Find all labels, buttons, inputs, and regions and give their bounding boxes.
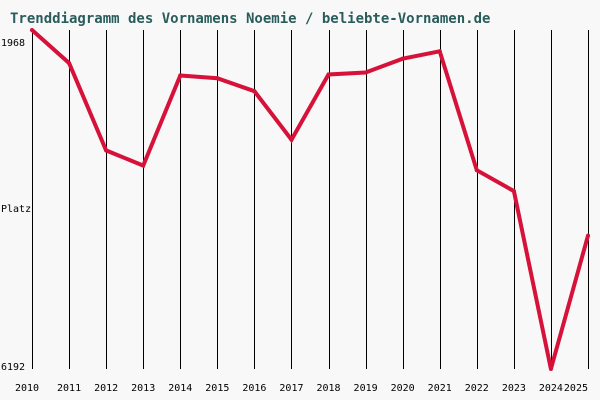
x-tick-label: 2019 bbox=[354, 383, 378, 394]
x-tick-label: 2022 bbox=[465, 383, 489, 394]
x-tick-label: 2018 bbox=[316, 383, 340, 394]
x-tick-labels: 2010 2011 2012 2013 2014 2015 2016 2017 2018 2019… bbox=[15, 383, 588, 394]
x-tick-label: 2014 bbox=[168, 383, 192, 394]
x-tick-label: 2015 bbox=[205, 383, 229, 394]
y-tick-top: 1968 bbox=[1, 38, 25, 49]
data-point-2017 bbox=[289, 137, 294, 142]
data-point-2024 bbox=[548, 367, 553, 371]
x-tick-label: 2016 bbox=[242, 383, 266, 394]
data-point-2023 bbox=[511, 189, 516, 194]
x-tick-label: 2011 bbox=[57, 383, 81, 394]
y-tick-bottom: 6192 bbox=[1, 362, 25, 373]
data-point-2020 bbox=[400, 56, 405, 61]
x-tick-label: 2023 bbox=[502, 383, 526, 394]
series-layer bbox=[30, 28, 590, 371]
x-tick-label: 2013 bbox=[131, 383, 155, 394]
data-point-2011 bbox=[67, 61, 72, 66]
data-point-2015 bbox=[215, 76, 220, 81]
data-point-2016 bbox=[252, 89, 257, 94]
series-line bbox=[30, 28, 590, 370]
x-tick-label: 2017 bbox=[279, 383, 303, 394]
data-point-2018 bbox=[326, 72, 331, 77]
data-point-2010 bbox=[30, 28, 34, 32]
data-point-2025 bbox=[586, 233, 590, 238]
data-point-2013 bbox=[141, 163, 146, 168]
data-point-2019 bbox=[363, 70, 368, 75]
x-tick-label: 2024 bbox=[539, 383, 563, 394]
data-point-2021 bbox=[437, 49, 442, 54]
x-tick-label: 2010 bbox=[15, 383, 39, 394]
y-axis-label: Platz bbox=[1, 204, 31, 215]
x-tick-label: 2021 bbox=[428, 383, 452, 394]
data-point-2014 bbox=[178, 73, 183, 78]
x-tick-label: 2025 bbox=[564, 383, 588, 394]
data-point-2022 bbox=[474, 168, 479, 173]
data-point-2012 bbox=[104, 148, 109, 153]
x-tick-label: 2020 bbox=[391, 383, 415, 394]
grid-layer bbox=[32, 30, 589, 369]
x-tick-label: 2012 bbox=[94, 383, 118, 394]
chart-title: Trenddiagramm des Vornamens Noemie / bel… bbox=[10, 11, 490, 27]
